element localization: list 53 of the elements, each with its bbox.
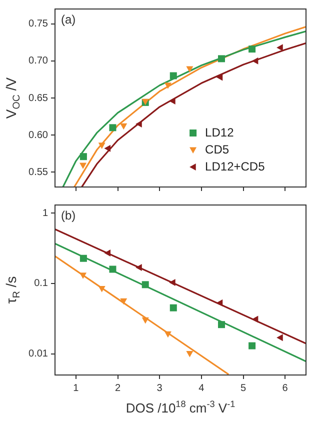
y-tick-label: 0.70 — [28, 56, 48, 67]
legend-label: CD5 — [205, 142, 230, 156]
point — [120, 298, 128, 305]
point — [104, 250, 111, 257]
point — [80, 162, 87, 169]
point — [164, 82, 172, 89]
x-tick-label: 5 — [240, 382, 246, 394]
y-tick-label: 0.65 — [28, 92, 48, 104]
point — [218, 321, 225, 328]
point — [109, 266, 116, 273]
y-tick-label: 1 — [42, 208, 48, 219]
y-axis-title: VOC /V — [2, 76, 23, 119]
point — [104, 144, 111, 152]
y-tick-label: 0.01 — [28, 348, 48, 360]
point — [252, 57, 258, 64]
point — [186, 66, 194, 73]
y-axis-title: τR /s — [2, 276, 23, 304]
point — [218, 55, 225, 62]
point — [136, 120, 142, 128]
point — [98, 286, 106, 292]
point — [170, 72, 177, 80]
point — [169, 279, 176, 286]
y-tick-label: 0.75 — [28, 18, 48, 30]
point — [276, 334, 283, 342]
legend-label: LD12+CD5 — [205, 159, 266, 174]
x-tick-label: 3 — [156, 382, 163, 394]
point — [98, 142, 106, 149]
point — [216, 74, 223, 81]
y-tick-label: 0.60 — [28, 130, 48, 141]
point — [248, 46, 256, 53]
x-tick-label: 1 — [73, 382, 80, 394]
y-tick-label: 0.1 — [34, 278, 48, 290]
x-tick-label: 6 — [282, 382, 288, 394]
point — [80, 272, 87, 279]
x-tick-label: 4 — [198, 382, 205, 394]
x-tick-label: 2 — [114, 382, 121, 394]
point — [80, 153, 87, 160]
point — [186, 351, 194, 358]
point — [248, 342, 256, 350]
point — [142, 281, 149, 288]
point — [136, 264, 142, 272]
point — [80, 254, 87, 262]
point — [276, 44, 283, 52]
point — [142, 317, 149, 324]
point — [120, 123, 128, 130]
point — [216, 299, 223, 306]
point — [164, 331, 172, 338]
annotation: (b) — [61, 208, 76, 222]
y-tick-label: 0.55 — [28, 166, 48, 178]
legend-label: LD12 — [205, 125, 234, 140]
point — [170, 304, 177, 312]
point — [109, 124, 116, 132]
annotation: (a) — [61, 12, 76, 26]
